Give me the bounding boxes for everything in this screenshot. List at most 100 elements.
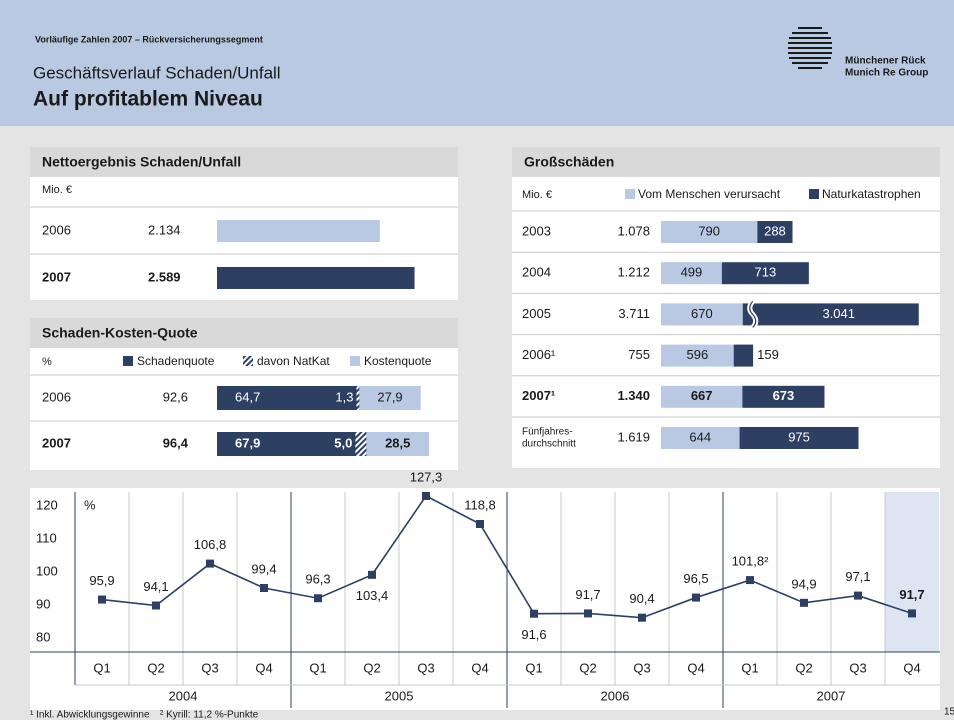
panel-title: Nettoergebnis Schaden/Unfall (42, 154, 241, 170)
bar-label: 27,9 (377, 389, 402, 404)
unit: Mio. € (522, 189, 552, 201)
point (422, 491, 430, 500)
unit: % (84, 497, 96, 512)
row-label: 2007¹ (522, 388, 555, 403)
x-tick-label: Q1 (741, 660, 758, 675)
row-label: 2005 (522, 306, 551, 321)
logo-text: Munich Re Group (845, 68, 928, 79)
point (152, 601, 160, 610)
point (692, 593, 700, 602)
point (638, 613, 646, 622)
bar-label: 670 (691, 306, 713, 321)
row-total: 3.711 (618, 306, 650, 321)
footnote: ² Kyrill: 11,2 %-Punkte (160, 710, 259, 720)
value-label: 94,9 (791, 576, 816, 591)
title: Auf profitablem Niveau (33, 88, 263, 111)
bar-label: 790 (698, 223, 720, 238)
legend-swatch (625, 189, 635, 199)
x-tick-label: Q3 (633, 660, 650, 675)
panel-header (30, 318, 458, 348)
chart-panel (30, 488, 940, 710)
row-label: durchschnitt (522, 439, 576, 450)
bar-man-made (661, 262, 722, 285)
point (908, 609, 916, 618)
bar-expense (366, 432, 430, 456)
x-tick-label: Q2 (363, 660, 380, 675)
row-total: 1.619 (617, 429, 650, 444)
value-label: 96,3 (305, 572, 330, 587)
y-tick-label: 120 (36, 497, 58, 512)
row-label: 2007 (42, 269, 71, 284)
x-tick-label: Q2 (579, 660, 596, 675)
value-label: 95,9 (89, 573, 114, 588)
x-tick-label: Q3 (201, 660, 218, 675)
point (314, 594, 322, 603)
kicker: Vorläufige Zahlen 2007 – Rückversicherun… (35, 34, 263, 44)
panel-header (512, 147, 940, 177)
value-label: 91,6 (521, 627, 546, 642)
value-label: 103,4 (356, 588, 389, 603)
point (476, 520, 484, 528)
value-label: 97,1 (845, 569, 870, 584)
legend-label: Vom Menschen verursacht (638, 187, 781, 201)
bar-label: 673 (773, 388, 795, 403)
panel-title: Großschäden (524, 154, 614, 170)
point (854, 591, 862, 600)
x-tick-label: Q1 (93, 660, 110, 675)
bar-label: 1,3 (335, 389, 353, 404)
panel-header (30, 147, 458, 177)
row-total: 1.340 (617, 388, 650, 403)
point (800, 598, 808, 607)
row-label: 2007 (42, 435, 71, 450)
bar-man-made (661, 221, 758, 243)
unit: Mio. € (42, 184, 72, 196)
x-tick-label: Q2 (795, 660, 812, 675)
value-label: 91,7 (575, 587, 600, 602)
row-label: 2006 (42, 222, 71, 237)
bar-natcat (721, 262, 809, 285)
value-label: 90,4 (629, 591, 654, 606)
row-total: 1.078 (617, 223, 650, 238)
bar (217, 220, 380, 242)
legend-swatch (123, 356, 133, 366)
panel-title: Schaden-Kosten-Quote (42, 325, 198, 341)
legend-label: davon NatKat (257, 354, 330, 368)
bar-natcat (742, 303, 919, 326)
bar-label: 159 (757, 347, 779, 362)
y-tick-label: 90 (36, 596, 50, 611)
legend-label: Kostenquote (364, 354, 432, 368)
value-label: 94,1 (143, 579, 168, 594)
unit: % (42, 356, 52, 368)
row-label: Fünfjahres- (522, 427, 573, 438)
bar-man-made (661, 303, 743, 326)
bar-label: 644 (689, 429, 711, 444)
bar-man-made (661, 344, 734, 367)
x-tick-label: Q4 (471, 660, 488, 675)
bar-claims (217, 432, 367, 456)
bar-natcat (742, 385, 825, 408)
bar-label: 667 (691, 388, 713, 403)
point (746, 576, 754, 585)
bar-label: 67,9 (235, 435, 260, 450)
value-label: 99,4 (251, 561, 276, 576)
year-label: 2005 (385, 688, 414, 703)
legend-label: Schadenquote (137, 354, 215, 368)
value-label: 101,8² (732, 554, 770, 569)
line (101, 494, 913, 619)
point (368, 570, 376, 579)
highlight (885, 492, 939, 652)
bar-man-made (661, 385, 743, 408)
value-label: 96,5 (683, 571, 708, 586)
point (260, 584, 268, 592)
logo-icon (788, 27, 832, 69)
bar-natcat (356, 386, 360, 410)
x-tick-label: Q1 (525, 660, 542, 675)
bar-label: 499 (681, 265, 703, 280)
bar-label: 713 (755, 265, 777, 280)
bar-label: 975 (788, 429, 810, 444)
row-total: 96,4 (163, 435, 189, 450)
bar-natcat (733, 344, 754, 367)
bar-claims (217, 386, 360, 410)
